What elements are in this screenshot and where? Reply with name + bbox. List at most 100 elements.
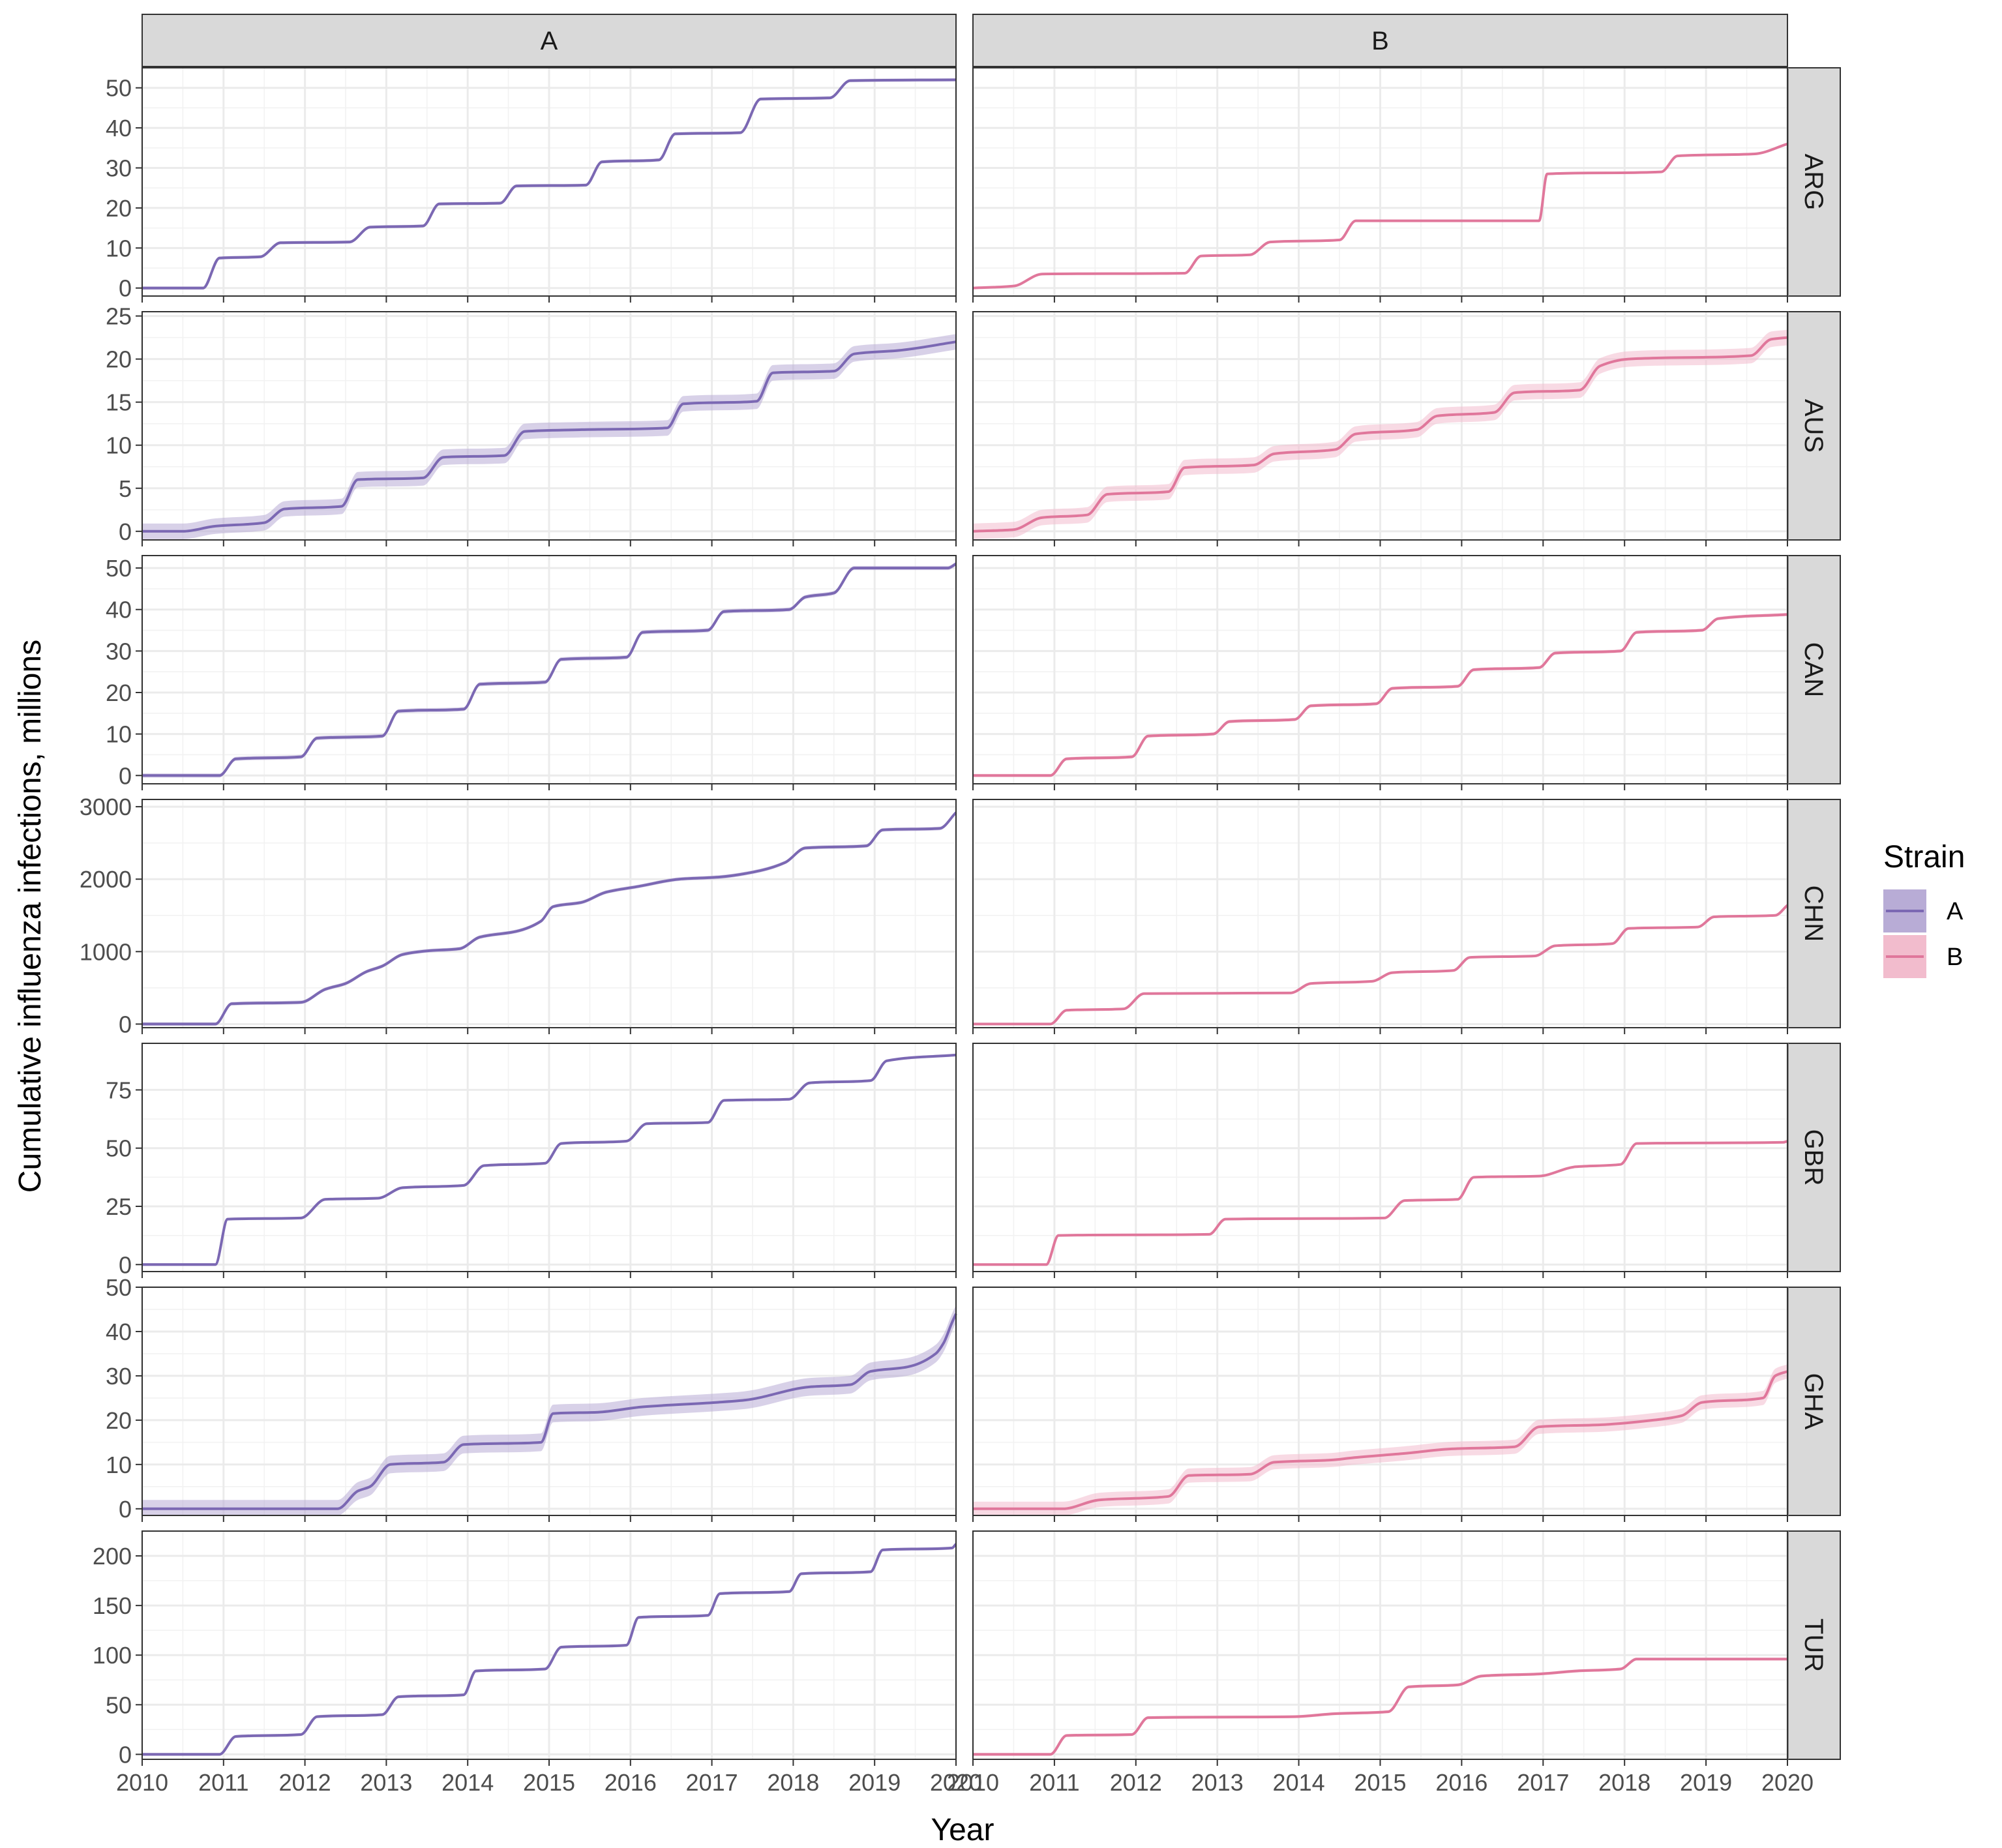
data-point	[357, 1491, 359, 1492]
data-point	[1514, 392, 1516, 393]
data-point	[1604, 1424, 1605, 1425]
data-point	[1701, 1402, 1703, 1403]
data-point	[1555, 653, 1556, 654]
y-tick-label: 25	[106, 1193, 132, 1220]
data-point	[882, 829, 884, 831]
data-point	[805, 597, 806, 598]
x-tick-label: 2010	[947, 1769, 999, 1796]
data-point	[646, 1123, 648, 1124]
data-point	[1046, 1264, 1047, 1265]
data-point	[1783, 1142, 1784, 1143]
data-point	[1579, 389, 1581, 391]
data-point	[724, 1100, 725, 1101]
y-tick-label: 20	[106, 1407, 132, 1434]
data-point	[227, 1219, 228, 1220]
data-point	[870, 1572, 871, 1573]
data-point	[1050, 775, 1051, 776]
data-point	[854, 353, 855, 355]
data-point	[606, 891, 607, 893]
data-point	[626, 1645, 627, 1646]
data-point	[1066, 758, 1068, 760]
y-tick-label: 0	[119, 275, 132, 302]
data-point	[1404, 1200, 1405, 1201]
y-tick-label: 10	[106, 432, 132, 459]
data-point	[1131, 756, 1133, 758]
y-tick-label: 15	[106, 389, 132, 416]
y-tick-label: 3000	[80, 794, 132, 820]
data-point	[788, 1099, 790, 1100]
row-strip-label-ARG: ARG	[1799, 154, 1828, 211]
data-point	[1188, 1475, 1189, 1476]
data-point	[337, 1508, 338, 1510]
legend-keys: AB	[1883, 889, 1964, 978]
data-point	[1714, 916, 1715, 917]
data-point	[626, 657, 627, 658]
data-point	[390, 1464, 391, 1465]
data-point	[1514, 1446, 1516, 1448]
data-point	[1335, 1713, 1336, 1714]
data-point	[833, 370, 835, 372]
data-point	[1538, 1673, 1540, 1675]
data-point	[805, 848, 806, 849]
data-point	[740, 132, 741, 134]
data-point	[1701, 630, 1703, 631]
data-point	[1066, 1010, 1068, 1011]
data-point	[585, 185, 586, 186]
legend-label: A	[1947, 898, 1964, 925]
data-point	[1473, 1177, 1474, 1178]
data-point	[516, 185, 517, 186]
data-point	[642, 1407, 644, 1408]
data-point	[1168, 1496, 1169, 1497]
data-point	[463, 1694, 464, 1695]
data-point	[854, 567, 855, 569]
data-point	[829, 97, 831, 98]
y-tick-label: 20	[106, 195, 132, 222]
data-point	[1086, 514, 1088, 516]
data-point	[1628, 359, 1630, 360]
x-tick-label: 2016	[1435, 1769, 1487, 1796]
data-point	[638, 1617, 639, 1618]
x-tick-label: 2014	[441, 1769, 494, 1796]
y-tick-label: 0	[119, 1496, 132, 1523]
data-point	[1123, 1008, 1124, 1009]
data-point	[219, 775, 220, 776]
ribbon-AUS-A	[142, 334, 956, 539]
data-point	[1408, 1686, 1409, 1688]
data-point	[1620, 651, 1621, 652]
data-point	[601, 161, 603, 162]
data-point	[1620, 1164, 1621, 1165]
series-line-CHN-B	[973, 904, 1789, 1026]
y-tick-label: 25	[106, 303, 132, 330]
data-point	[341, 506, 342, 507]
y-tick-label: 30	[106, 1363, 132, 1390]
series-line-CAN-B	[973, 613, 1788, 777]
data-point	[561, 1647, 562, 1648]
legend-label: B	[1947, 944, 1963, 971]
data-point	[809, 1386, 811, 1388]
data-point	[552, 906, 554, 908]
x-tick-label: 2013	[360, 1769, 412, 1796]
series-line-TUR-A	[142, 1543, 957, 1756]
data-point	[1355, 434, 1356, 435]
y-tick-label: 50	[106, 75, 132, 102]
data-point	[1628, 928, 1630, 929]
series-line-TUR-B	[973, 1658, 1787, 1756]
data-point	[439, 203, 440, 205]
data-point	[215, 1264, 217, 1265]
data-point	[1453, 970, 1454, 971]
data-point	[463, 1444, 464, 1445]
data-point	[719, 1593, 721, 1594]
data-point	[935, 1353, 936, 1354]
data-point	[675, 134, 676, 135]
data-point	[1058, 1235, 1059, 1236]
data-point	[325, 1199, 326, 1200]
data-point	[1294, 719, 1296, 721]
data-point	[1355, 220, 1356, 222]
y-tick-label: 2000	[80, 866, 132, 893]
data-point	[1612, 943, 1613, 944]
data-point	[1148, 736, 1149, 737]
data-point	[1013, 286, 1015, 287]
data-point	[426, 950, 428, 951]
x-tick-label: 2016	[605, 1769, 657, 1796]
legend: Strain AB	[1883, 840, 1965, 978]
